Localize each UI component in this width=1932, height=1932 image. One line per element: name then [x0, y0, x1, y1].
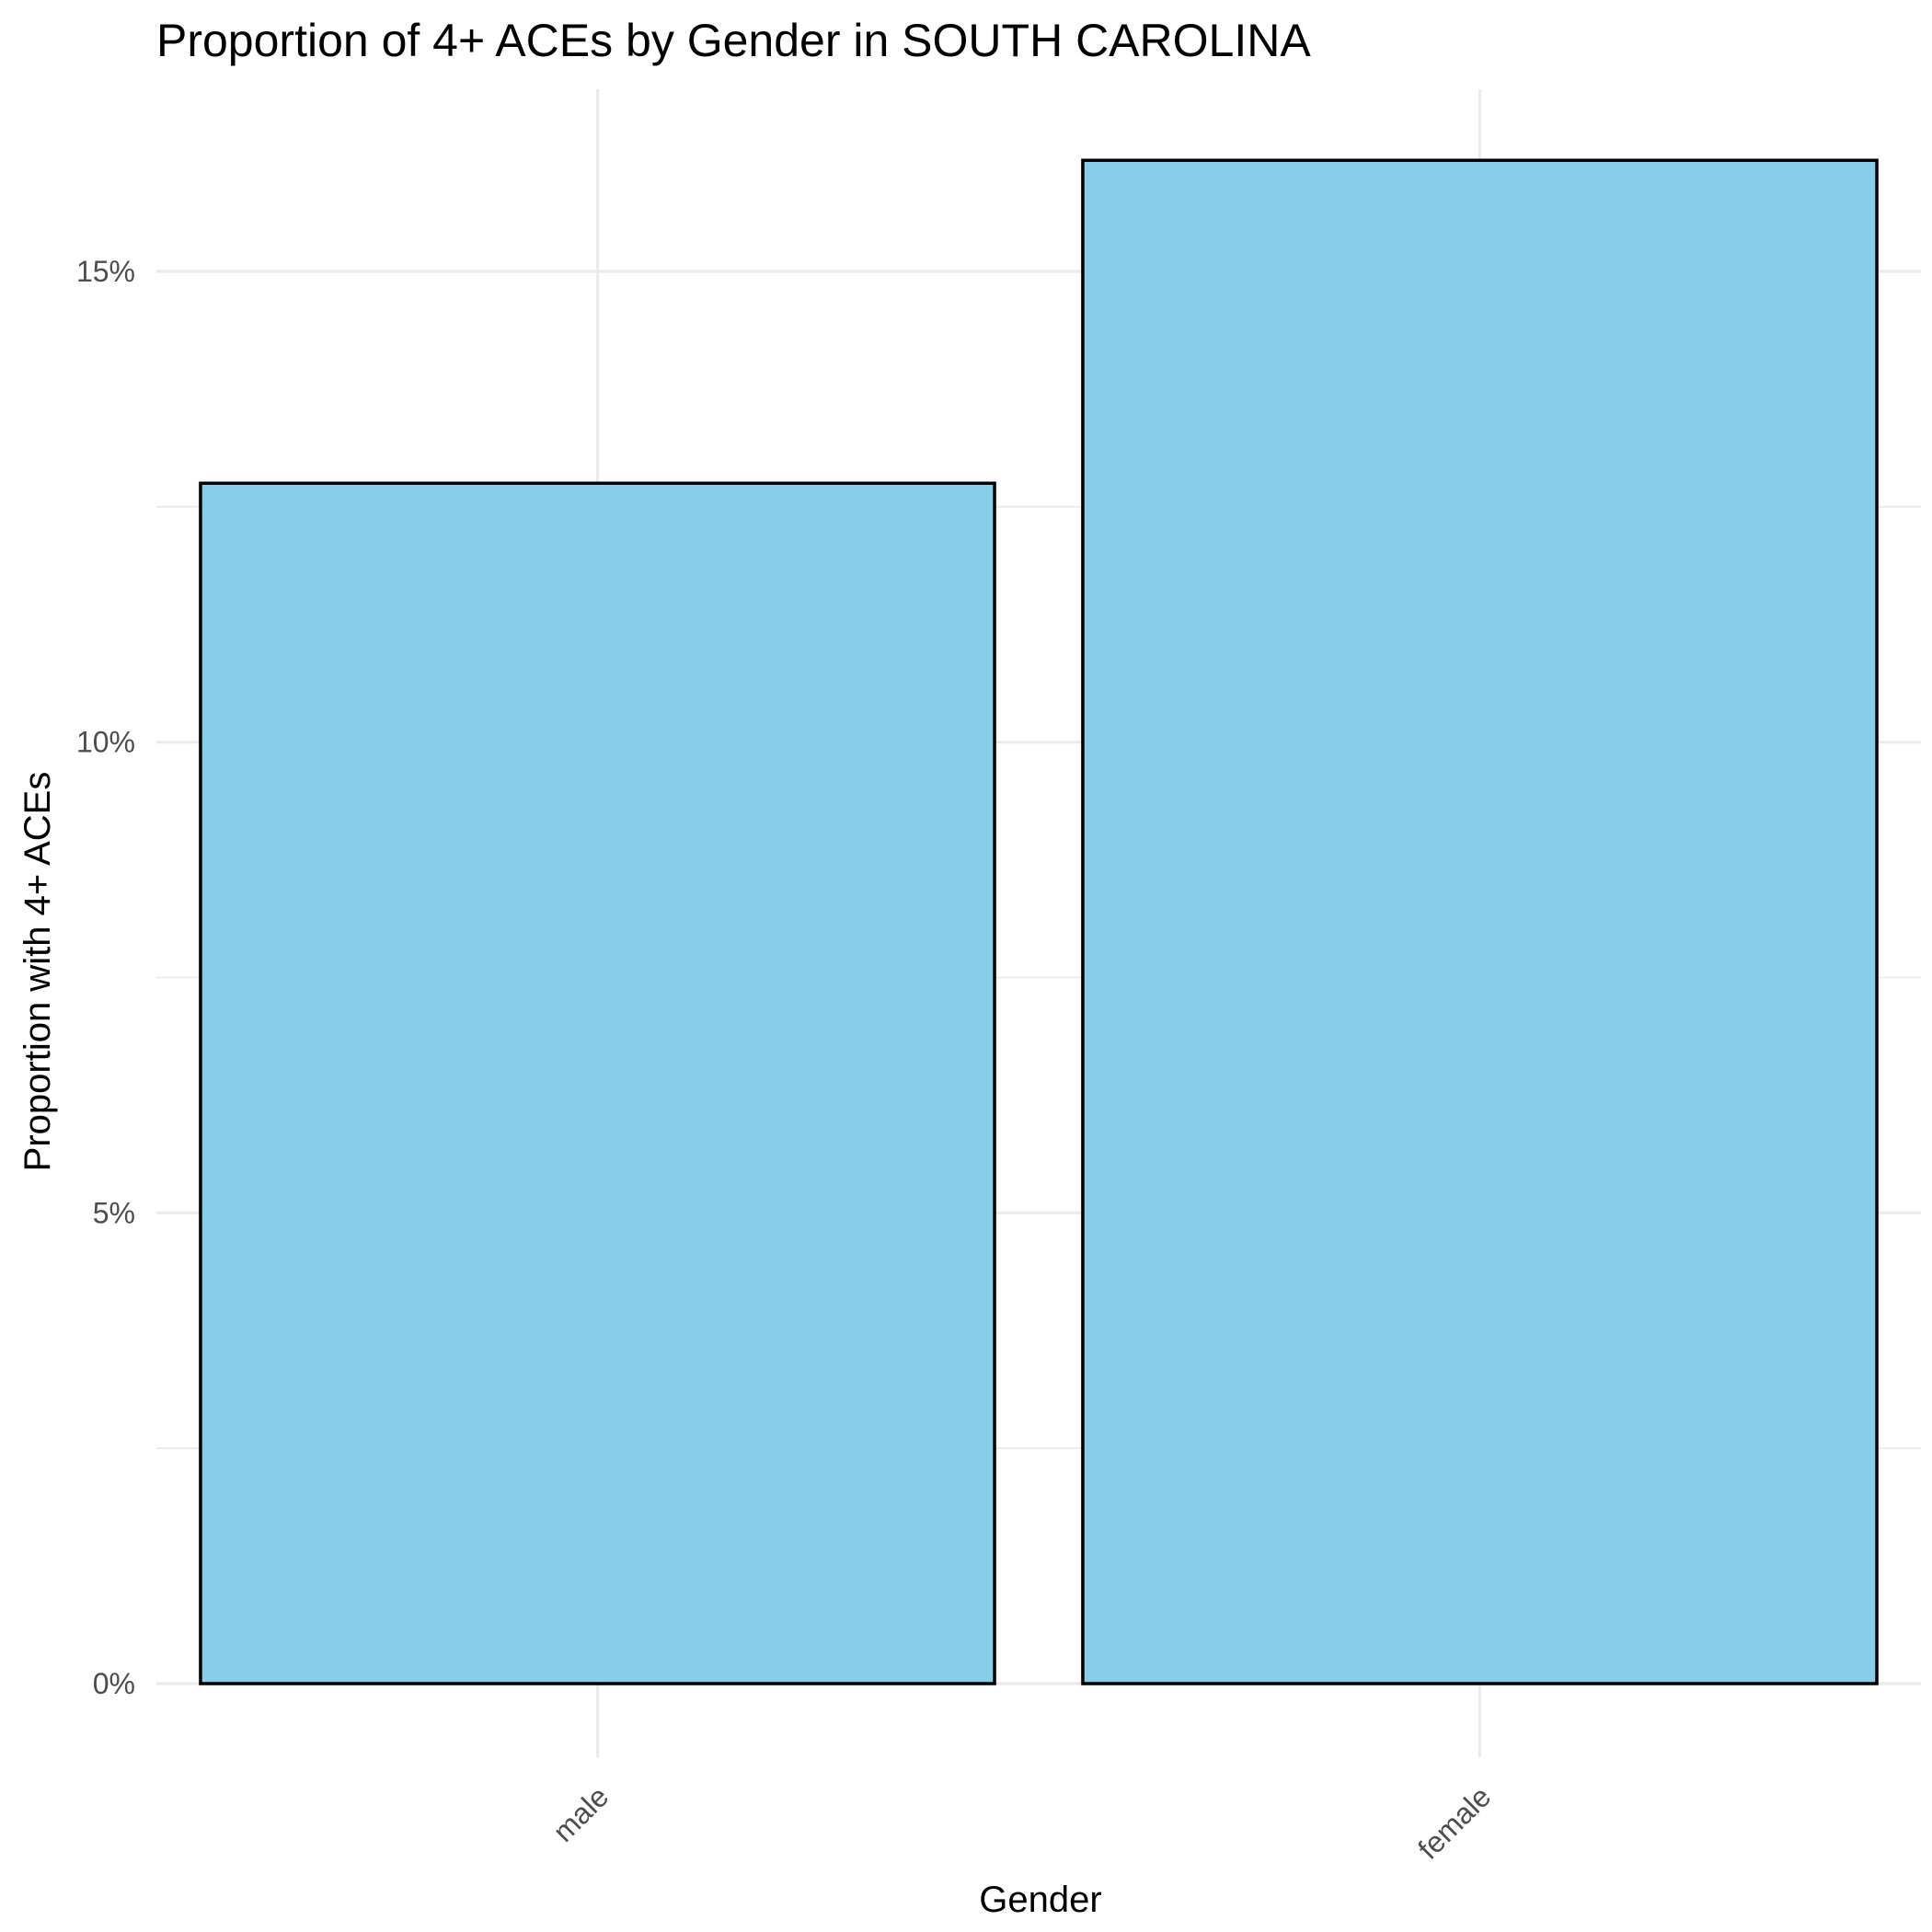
bars: [199, 158, 1879, 1685]
y-tick-label: 15%: [76, 255, 135, 288]
bar-female: [1081, 158, 1879, 1685]
y-axis-tick-labels: 0% 5% 10% 15%: [76, 255, 135, 1700]
x-axis-title: Gender: [979, 1880, 1101, 1920]
x-tick-label: male: [546, 1779, 615, 1848]
x-tick-label: female: [1411, 1779, 1497, 1865]
chart-title: Proportion of 4+ ACEs by Gender in SOUTH…: [156, 15, 1311, 66]
bar-male: [199, 481, 996, 1685]
y-tick-label: 10%: [76, 726, 135, 759]
y-tick-label: 5%: [93, 1196, 135, 1229]
x-axis-tick-labels: male female: [546, 1779, 1498, 1865]
y-tick-label: 0%: [93, 1667, 135, 1700]
y-axis-title: Proportion with 4+ ACEs: [17, 772, 58, 1172]
